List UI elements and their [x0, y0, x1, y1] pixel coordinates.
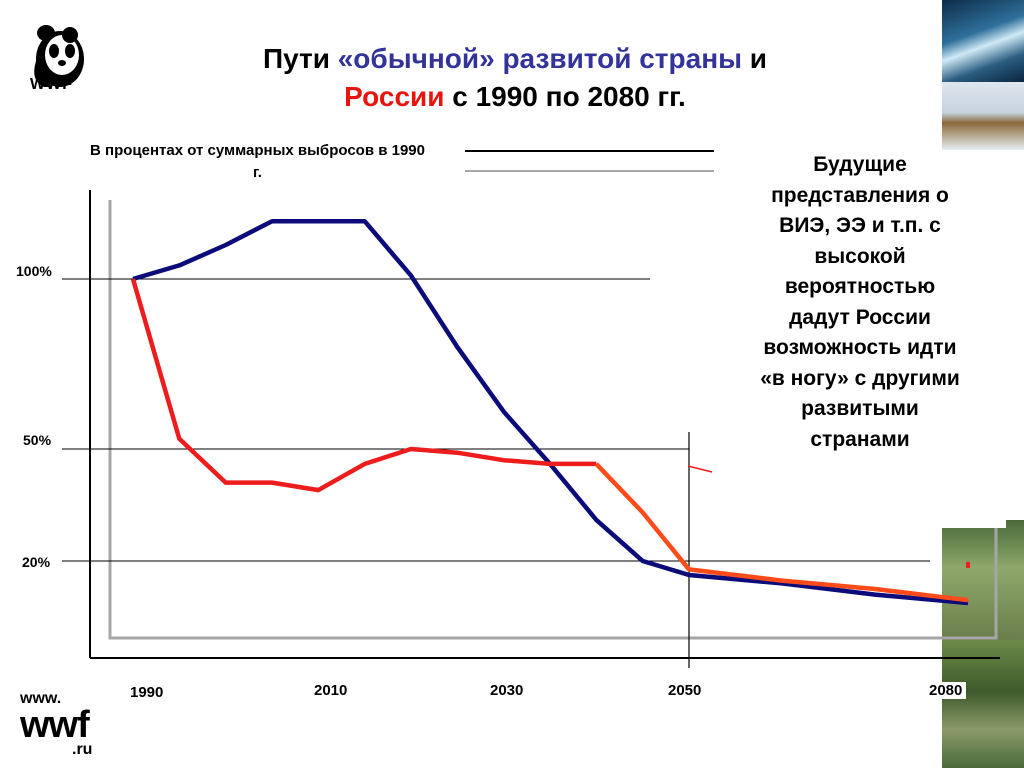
photo-underwater [942, 0, 1024, 82]
callout-line: вероятностью [784, 275, 936, 298]
title-part: и [742, 43, 768, 74]
photo-forest [942, 640, 1024, 768]
callout-box: Будущие представления о ВИЭ, ЭЭ и т.п. с… [714, 150, 1006, 528]
photo-fox [942, 82, 1024, 150]
callout-line: высокой [814, 244, 906, 268]
red-dot-mark [966, 562, 970, 568]
callout-line: «в ногу» с другими [760, 366, 960, 390]
x-tick-2080: 2080 [925, 682, 967, 699]
x-tick-2010: 2010 [314, 682, 348, 699]
page-title: Пути «обычной» развитой страны и России … [150, 40, 880, 116]
series-russia-future-line [594, 462, 969, 603]
callout-line: дадут России [789, 305, 931, 329]
callout-line: возможность идти [763, 336, 957, 359]
y-tick-100: 100% [16, 263, 52, 279]
callout-line: ВИЭ, ЭЭ и т.п. с [779, 214, 941, 237]
title-part: Пути [262, 43, 338, 74]
callout-line: развитыми [801, 397, 919, 420]
title-highlight-blue: «обычной» развитой страны [337, 43, 743, 74]
x-tick-2030: 2030 [490, 682, 524, 699]
callout-line: Будущие [813, 153, 907, 176]
callout-line: странами [810, 427, 910, 451]
callout-line: представления о [771, 183, 949, 207]
title-part: с 1990 по 2080 гг. [444, 81, 686, 112]
y-tick-20: 20% [22, 554, 51, 570]
www-text: www. [20, 690, 62, 707]
ru-text: .ru [72, 741, 93, 758]
series-developed-country-line [132, 218, 969, 606]
y-axis-label: В процентах от суммарных выбросов в 1990… [85, 140, 430, 184]
wwf-panda-logo [34, 25, 84, 87]
title-highlight-red: России [344, 81, 445, 112]
wwf-text: wwf [20, 704, 90, 746]
wwf-website-logo: www. wwf .ru [20, 690, 92, 758]
x-tick-1990: 1990 [130, 684, 164, 701]
y-tick-50: 50% [23, 432, 52, 448]
red-tick-mark [687, 465, 713, 473]
series-russia-line [130, 278, 597, 493]
wwf-logo-text: WWF [30, 76, 73, 93]
x-tick-2050: 2050 [668, 682, 702, 699]
photo-landscape [942, 520, 1024, 640]
